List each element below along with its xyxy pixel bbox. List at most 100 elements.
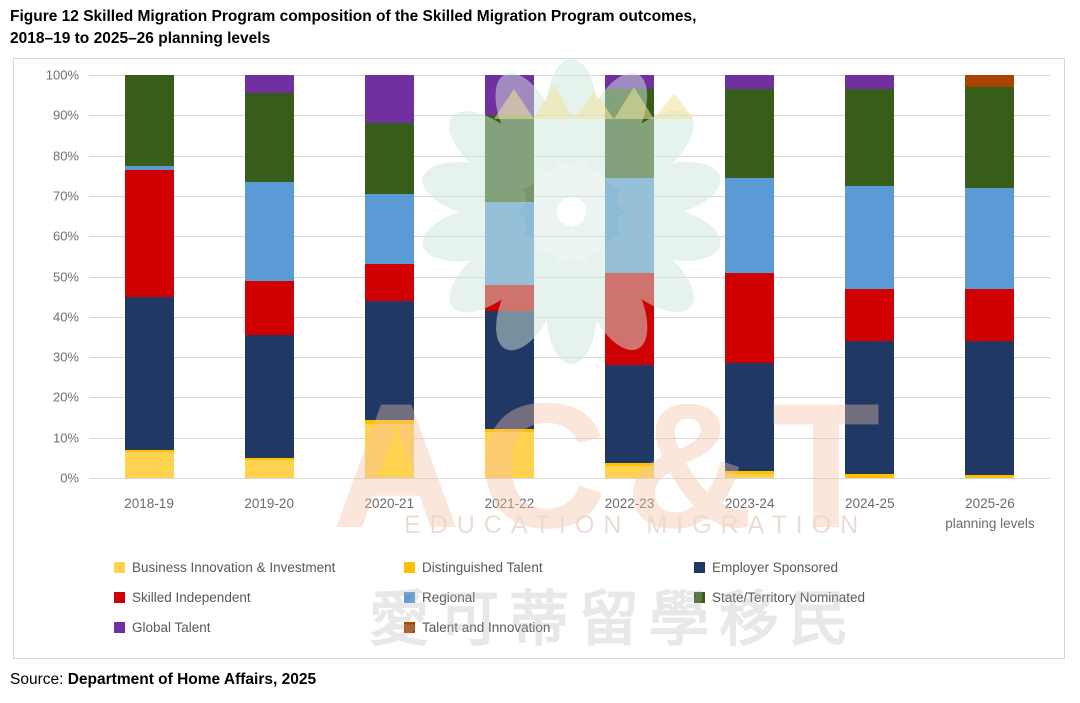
- segment-state-territory-nominated: [965, 87, 1015, 188]
- segment-regional: [845, 185, 895, 289]
- gridline: [89, 437, 1050, 439]
- segment-regional: [605, 177, 655, 273]
- figure-title-line2: 2018–19 to 2025–26 planning levels: [10, 30, 271, 47]
- y-axis-tick: 70%: [52, 188, 79, 204]
- segment-business-innovation-investment: [244, 459, 294, 478]
- segment-distinguished-talent: [725, 471, 775, 474]
- segment-global-talent: [244, 75, 294, 94]
- segment-regional: [364, 193, 414, 265]
- stacked-bar-2023-24: [725, 75, 775, 478]
- y-axis-tick: 100%: [45, 67, 79, 83]
- legend-label: Business Innovation & Investment: [132, 560, 336, 575]
- segment-state-territory-nominated: [364, 123, 414, 194]
- segment-global-talent: [605, 75, 655, 90]
- segment-regional: [965, 187, 1015, 289]
- legend-label: Regional: [422, 590, 476, 605]
- x-axis-label-text: 2023-24: [724, 496, 775, 511]
- stacked-bar-2025-26: [965, 75, 1015, 478]
- segment-skilled-independent: [605, 272, 655, 366]
- segment-skilled-independent: [845, 288, 895, 341]
- gridline: [89, 478, 1050, 479]
- segment-skilled-independent: [725, 272, 775, 364]
- segment-distinguished-talent: [124, 449, 174, 452]
- legend-item-business-innovation-investment: Business Innovation & Investment: [114, 560, 404, 575]
- legend-item-employer-sponsored: Employer Sponsored: [694, 560, 1004, 575]
- bar-slot-2019-20: [209, 75, 329, 478]
- segment-global-talent: [484, 75, 534, 116]
- segment-business-innovation-investment: [725, 473, 775, 478]
- y-axis-tick: 20%: [52, 389, 79, 405]
- x-axis-label-2022-23: 2022-23: [570, 494, 690, 514]
- legend-swatch-business-innovation-investment: [114, 562, 125, 573]
- legend-swatch-state-territory-nominated: [694, 592, 705, 603]
- legend-swatch-skilled-independent: [114, 592, 125, 603]
- bar-slot-2023-24: [690, 75, 810, 478]
- x-axis-label-2024-25: 2024-25: [810, 494, 930, 514]
- segment-distinguished-talent: [965, 475, 1015, 478]
- y-axis-tick: 0%: [60, 470, 79, 486]
- segment-employer-sponsored: [364, 300, 414, 420]
- legend-item-global-talent: Global Talent: [114, 620, 404, 635]
- stacked-bar-2024-25: [845, 75, 895, 478]
- segment-state-territory-nominated: [124, 75, 174, 166]
- segment-regional: [484, 201, 534, 285]
- segment-state-territory-nominated: [484, 115, 534, 202]
- y-axis-tick: 90%: [52, 107, 79, 123]
- y-axis-tick: 80%: [52, 148, 79, 164]
- legend-label: Distinguished Talent: [422, 560, 543, 575]
- legend-swatch-global-talent: [114, 622, 125, 633]
- figure-title: Figure 12 Skilled Migration Program comp…: [10, 6, 1010, 50]
- y-axis-tick: 40%: [52, 309, 79, 325]
- x-axis-label-text: 2022-23: [604, 496, 655, 511]
- segment-state-territory-nominated: [244, 93, 294, 182]
- x-axis-label-text: 2025-26: [965, 496, 1015, 511]
- x-axis-label-2019-20: 2019-20: [209, 494, 329, 514]
- legend-swatch-regional: [404, 592, 415, 603]
- bar-slot-2021-22: [449, 75, 569, 478]
- x-axis-label-text: 2018-19: [124, 496, 174, 511]
- stacked-bar-2020-21: [364, 75, 414, 478]
- segment-state-territory-nominated: [845, 89, 895, 186]
- bar-slot-2020-21: [329, 75, 449, 478]
- y-axis-tick: 30%: [52, 349, 79, 365]
- segment-regional: [725, 177, 775, 273]
- legend-swatch-employer-sponsored: [694, 562, 705, 573]
- legend-item-state-territory-nominated: State/Territory Nominated: [694, 590, 1004, 605]
- x-axis-label-text: 2019-20: [244, 496, 294, 511]
- education-migration-watermark: EDUCATION MIGRATION: [404, 511, 868, 539]
- segment-distinguished-talent: [605, 463, 655, 466]
- segment-business-innovation-investment: [364, 423, 414, 478]
- legend-item-talent-and-innovation: Talent and Innovation: [404, 620, 694, 635]
- legend-label: Skilled Independent: [132, 590, 251, 605]
- segment-global-talent: [725, 75, 775, 90]
- figure-title-line1: Figure 12 Skilled Migration Program comp…: [10, 8, 697, 25]
- legend: Business Innovation & Investment Distingu…: [114, 560, 1004, 635]
- segment-business-innovation-investment: [605, 465, 655, 478]
- segment-regional: [244, 181, 294, 281]
- segment-skilled-independent: [124, 169, 174, 297]
- segment-skilled-independent: [244, 280, 294, 335]
- source-prefix: Source:: [10, 671, 64, 688]
- bar-slot-2022-23: [570, 75, 690, 478]
- x-axis-label-text: 2020-21: [364, 496, 415, 511]
- x-axis-label-2021-22: 2021-22: [449, 494, 569, 514]
- x-axis-label-2018-19: 2018-19: [89, 494, 209, 514]
- source-text: Department of Home Affairs, 2025: [67, 671, 317, 688]
- segment-business-innovation-investment: [124, 451, 174, 478]
- chart-area: 100% 90% 80% 70% 60% 50% 40% 30% 20% 10% 0% 2018-1…: [13, 58, 1065, 659]
- x-axis-label-note: planning levels: [945, 516, 1035, 531]
- stacked-bar-2019-20: [244, 75, 294, 478]
- segment-skilled-independent: [965, 288, 1015, 341]
- stacked-bar-2022-23: [605, 75, 655, 478]
- segment-employer-sponsored: [484, 310, 534, 429]
- y-axis-tick: 50%: [52, 269, 79, 284]
- source-line: Source: Department of Home Affairs, 2025: [10, 671, 316, 689]
- segment-employer-sponsored: [845, 341, 895, 474]
- segment-regional: [124, 165, 174, 170]
- segment-distinguished-talent: [244, 457, 294, 460]
- segment-business-innovation-investment: [484, 431, 534, 478]
- gridline: [89, 397, 1050, 399]
- x-axis-label-2025-26: 2025-26 planning levels: [930, 494, 1050, 534]
- legend-label: Global Talent: [132, 620, 211, 635]
- segment-employer-sponsored: [244, 334, 294, 458]
